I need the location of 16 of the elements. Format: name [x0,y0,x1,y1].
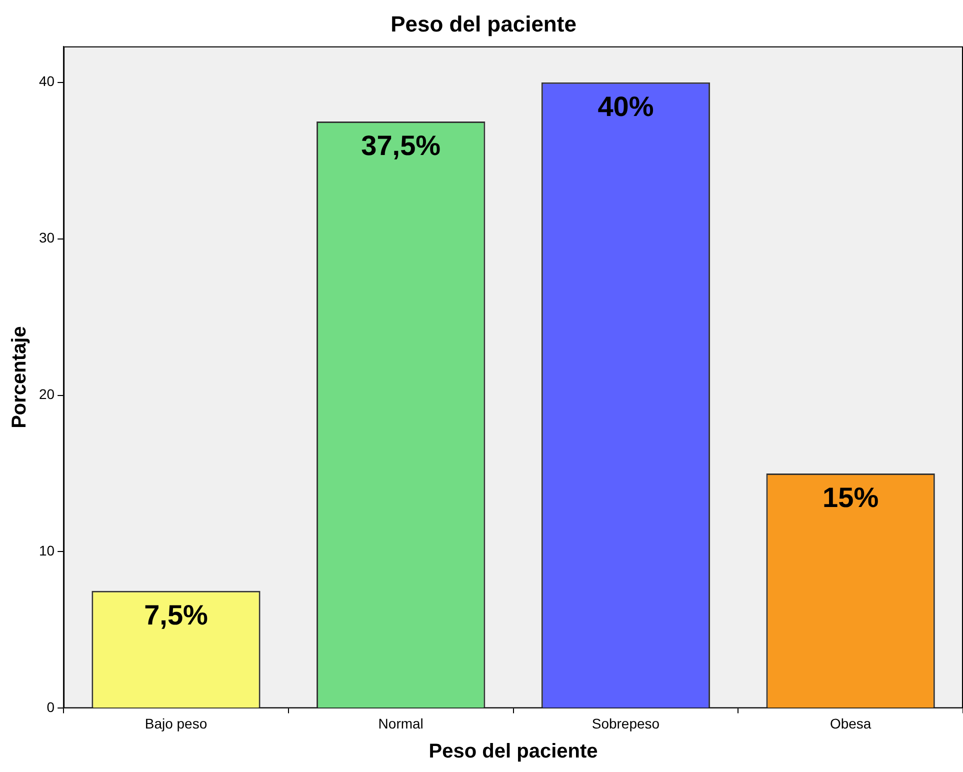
data-label: 15% [822,482,879,514]
x-tick-label: Normal [378,715,424,732]
data-label: 37,5% [361,130,441,162]
y-tick-label: 30 [38,230,55,246]
data-label: 40% [598,91,654,122]
x-tick-label: Obesa [830,715,872,732]
data-label: 7,5% [144,600,208,631]
chart-title: Peso del paciente [390,11,576,36]
y-tick-label: 0 [46,699,55,716]
x-tick-label: Sobrepeso [592,715,660,732]
x-axis-title: Peso del paciente [428,740,598,763]
y-tick-label: 10 [38,542,55,559]
y-axis-title: Porcentaje [8,326,31,428]
y-tick-label: 40 [38,73,55,90]
y-tick-label: 20 [38,386,55,402]
x-tick-label: Bajo peso [144,715,208,732]
